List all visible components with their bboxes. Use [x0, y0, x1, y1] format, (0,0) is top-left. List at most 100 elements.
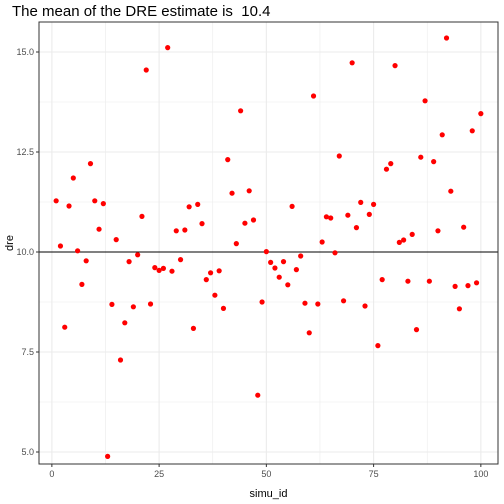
data-point [384, 167, 389, 172]
data-point [367, 212, 372, 217]
data-point [414, 327, 419, 332]
data-point [212, 293, 217, 298]
data-point [96, 227, 101, 232]
data-point [268, 260, 273, 265]
data-point [410, 232, 415, 237]
y-tick-label: 5.0 [21, 447, 34, 457]
data-point [139, 214, 144, 219]
data-point [332, 250, 337, 255]
plot-panel-background [39, 22, 498, 464]
data-point [114, 237, 119, 242]
data-point [298, 253, 303, 258]
data-point [122, 320, 127, 325]
data-point [118, 357, 123, 362]
data-point [307, 330, 312, 335]
x-axis-ticks: 0 25 50 75 100 [49, 464, 488, 479]
data-point [195, 202, 200, 207]
data-point [380, 277, 385, 282]
data-point [350, 60, 355, 65]
data-point [337, 153, 342, 158]
data-point [474, 280, 479, 285]
y-tick-label: 7.5 [21, 347, 34, 357]
data-point [281, 259, 286, 264]
data-point [84, 258, 89, 263]
data-point [457, 306, 462, 311]
data-point [341, 298, 346, 303]
y-tick-label: 12.5 [16, 147, 34, 157]
data-point [71, 175, 76, 180]
data-point [251, 217, 256, 222]
x-tick-label: 0 [49, 469, 54, 479]
data-point [392, 63, 397, 68]
data-point [242, 221, 247, 226]
data-point [174, 228, 179, 233]
data-point [135, 252, 140, 257]
data-point [422, 98, 427, 103]
data-point [478, 111, 483, 116]
data-point [465, 283, 470, 288]
data-point [444, 35, 449, 40]
data-point [229, 191, 234, 196]
data-point [234, 241, 239, 246]
data-point [448, 189, 453, 194]
data-point [66, 203, 71, 208]
y-tick-label: 15.0 [16, 47, 34, 57]
data-point [208, 270, 213, 275]
data-point [461, 225, 466, 230]
data-point [328, 215, 333, 220]
data-point [345, 213, 350, 218]
data-point [187, 204, 192, 209]
data-point [388, 161, 393, 166]
data-point [126, 259, 131, 264]
data-point [272, 265, 277, 270]
data-point [152, 265, 157, 270]
data-point [92, 198, 97, 203]
data-point [259, 299, 264, 304]
data-point [204, 277, 209, 282]
data-point [178, 257, 183, 262]
data-point [440, 132, 445, 137]
data-point [247, 188, 252, 193]
y-axis-title: dre [4, 235, 16, 251]
data-point [62, 325, 67, 330]
data-point [221, 306, 226, 311]
data-point [238, 108, 243, 113]
data-point [362, 303, 367, 308]
data-point [169, 269, 174, 274]
data-point [401, 237, 406, 242]
data-point [161, 266, 166, 271]
data-point [375, 343, 380, 348]
data-point [453, 284, 458, 289]
data-point [371, 202, 376, 207]
data-point [191, 326, 196, 331]
data-point [320, 239, 325, 244]
data-point [109, 302, 114, 307]
data-point [277, 275, 282, 280]
y-axis-ticks: 5.0 7.5 10.0 12.5 15.0 [16, 47, 39, 457]
data-point [354, 225, 359, 230]
data-point [302, 301, 307, 306]
x-tick-label: 50 [261, 469, 271, 479]
data-point [418, 155, 423, 160]
data-point [75, 248, 80, 253]
data-point [88, 161, 93, 166]
data-point [58, 243, 63, 248]
data-point [255, 393, 260, 398]
data-point [165, 45, 170, 50]
data-point [199, 221, 204, 226]
data-point [294, 267, 299, 272]
data-point [358, 200, 363, 205]
x-tick-label: 100 [473, 469, 488, 479]
data-point [217, 268, 222, 273]
data-point [182, 227, 187, 232]
data-point [54, 198, 59, 203]
y-tick-label: 10.0 [16, 247, 34, 257]
data-point [315, 301, 320, 306]
data-point [101, 201, 106, 206]
data-point [289, 204, 294, 209]
x-tick-label: 25 [154, 469, 164, 479]
data-point [435, 228, 440, 233]
data-point [311, 93, 316, 98]
data-point [431, 159, 436, 164]
